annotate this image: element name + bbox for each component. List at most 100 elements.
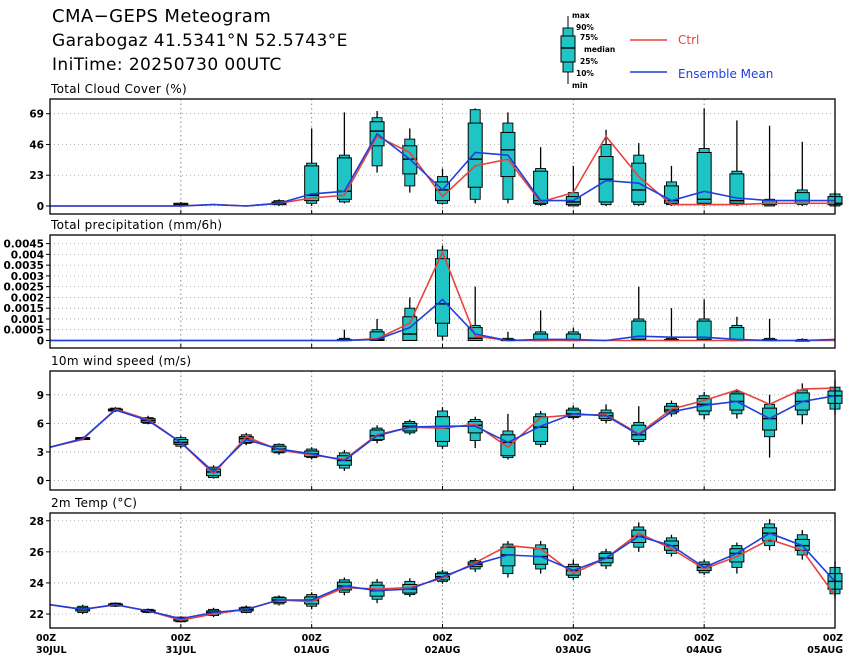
box-p25-p75 <box>500 434 516 457</box>
box-108h <box>631 406 647 446</box>
x-tick-date: 01AUG <box>294 645 330 656</box>
x-tick-time: 00Z <box>694 633 714 644</box>
legend-mean-label: Ensemble Mean <box>678 67 773 81</box>
ensemble-mean-line <box>49 532 836 620</box>
box-132h <box>762 125 778 207</box>
ctrl-line <box>49 532 836 622</box>
box-48h <box>304 128 320 206</box>
x-tick-time: 00Z <box>36 633 56 644</box>
box-p25-p75 <box>435 416 450 442</box>
y-tick-label: 0.0035 <box>3 260 44 272</box>
box-126h <box>729 316 745 342</box>
box-132h <box>762 519 778 551</box>
box-72h <box>435 168 450 205</box>
init-time-label: IniTime: 20250730 00UTC <box>52 55 282 75</box>
y-tick-label: 69 <box>29 109 44 121</box>
y-tick-label: 22 <box>29 609 44 621</box>
y-tick-label: 46 <box>29 139 44 151</box>
box-p25-p75 <box>794 192 810 204</box>
box-96h <box>565 405 581 420</box>
legend-stat-label: median <box>584 45 615 54</box>
box-p25-p75 <box>467 420 483 434</box>
box-p25-p75 <box>336 157 352 200</box>
box-84h <box>500 112 516 204</box>
x-tick-date: 03AUG <box>555 645 591 656</box>
box-p25-p75 <box>533 170 549 204</box>
panel-4: 2m Temp (°C) 22 24 26 28 <box>29 496 843 629</box>
box-102h <box>598 404 614 424</box>
y-tick-label: 0 <box>37 335 44 347</box>
x-tick-date: 04AUG <box>686 645 722 656</box>
y-tick-label: 0.004 <box>11 249 44 261</box>
box-78h <box>467 108 483 204</box>
y-tick-label: 0.001 <box>11 314 44 326</box>
box-p25-p75 <box>631 424 647 441</box>
y-tick-label: 23 <box>29 170 44 182</box>
panel-title: 10m wind speed (m/s) <box>51 354 191 368</box>
legend-stat-label: 10% <box>576 69 594 78</box>
ensemble-mean-line <box>50 132 835 207</box>
y-tick-label: 28 <box>29 516 44 528</box>
box-108h <box>631 143 647 206</box>
panel-frame <box>49 370 836 491</box>
y-tick-label: 0.0005 <box>3 325 44 337</box>
x-tick-date: 31JUL <box>166 645 197 656</box>
box-126h <box>729 120 745 206</box>
legend-ctrl-label: Ctrl <box>678 33 699 47</box>
box-120h <box>696 108 712 206</box>
legend-stat-label: 75% <box>580 33 598 42</box>
meteogram-title: CMA−GEPS Meteogram <box>52 6 272 27</box>
x-tick-date: 05AUG <box>807 645 843 656</box>
y-tick-label: 0 <box>37 201 44 213</box>
box-72h <box>435 245 450 341</box>
x-tick-time: 00Z <box>302 633 322 644</box>
y-tick-label: 0.003 <box>11 271 44 283</box>
y-tick-label: 6 <box>37 418 44 430</box>
y-tick-label: 0.002 <box>11 292 44 304</box>
box-p25-p75 <box>696 151 712 204</box>
y-tick-label: 3 <box>37 447 44 459</box>
y-tick-label: 0.0015 <box>3 303 44 315</box>
legend-stat-label: min <box>572 81 588 90</box>
panel-title: 2m Temp (°C) <box>51 496 137 510</box>
box-p25-p75 <box>304 165 320 202</box>
box-78h <box>467 416 483 449</box>
box-90h <box>533 310 549 342</box>
y-tick-label: 24 <box>29 578 44 590</box>
box-108h <box>631 286 647 341</box>
y-tick-label: 0 <box>37 475 44 487</box>
box-p25-p75 <box>762 527 778 542</box>
y-tick-label: 9 <box>37 390 44 402</box>
box-102h <box>598 129 614 206</box>
legend-stat-label: 25% <box>580 57 598 66</box>
ensemble-mean-line <box>49 395 836 473</box>
box-p25-p75 <box>435 258 450 324</box>
x-tick-time: 00Z <box>432 633 452 644</box>
y-tick-label: 0.0025 <box>3 282 44 294</box>
panel-title: Total Cloud Cover (%) <box>50 82 187 96</box>
panel-frame <box>49 98 836 215</box>
box-66h <box>402 128 418 193</box>
box-114h <box>663 308 679 342</box>
x-tick-date: 30JUL <box>36 645 67 656</box>
x-tick-time: 00Z <box>563 633 583 644</box>
y-tick-label: 0.0045 <box>3 239 44 251</box>
box-120h <box>696 299 712 341</box>
x-tick-time: 00Z <box>823 633 843 644</box>
y-tick-label: 26 <box>29 547 44 559</box>
x-tick-time: 00Z <box>171 633 191 644</box>
panel-title: Total precipitation (mm/6h) <box>50 218 222 232</box>
panel-3: 10m wind speed (m/s) 0 3 6 9 <box>37 354 843 491</box>
box-84h <box>500 540 516 578</box>
panel-1: Total Cloud Cover (%) 0 23 46 69 <box>29 82 843 215</box>
box-138h <box>794 141 810 206</box>
box-p25-p75 <box>729 173 745 204</box>
legend-stat-label: max <box>572 11 590 20</box>
x-tick-date: 02AUG <box>425 645 461 656</box>
legend: max 90%75% median 25% 10% min Ctrl Ensemble Mea… <box>560 11 773 90</box>
box-54h <box>336 329 352 342</box>
box-90h <box>533 147 549 206</box>
panel-frame <box>49 512 836 629</box>
box-p25-p75 <box>467 122 483 188</box>
